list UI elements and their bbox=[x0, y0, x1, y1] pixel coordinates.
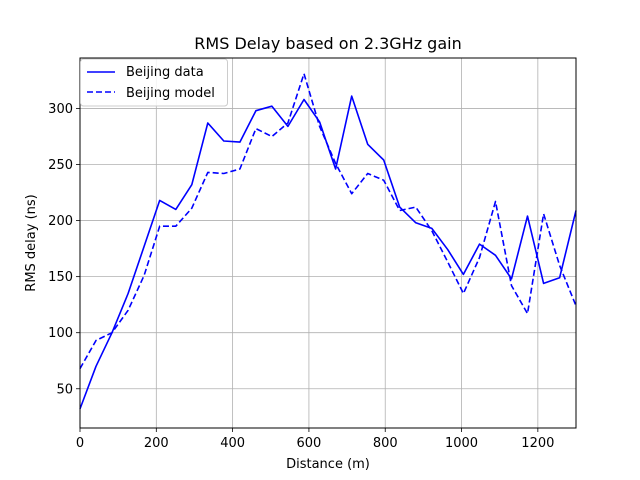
series-line-beijing-model bbox=[79, 72, 577, 369]
series-layer bbox=[79, 72, 577, 410]
legend: Beijing data Beijing model bbox=[80, 58, 228, 107]
x-axis-label: Distance (m) bbox=[286, 457, 370, 472]
x-tick-label: 1000 bbox=[445, 436, 478, 451]
x-tick-label: 400 bbox=[220, 436, 245, 451]
x-tick-label: 600 bbox=[297, 436, 322, 451]
x-tick-label: 200 bbox=[144, 436, 169, 451]
y-tick-label: 100 bbox=[48, 326, 73, 341]
legend-label-beijing-data: Beijing data bbox=[126, 65, 204, 80]
y-tick-label: 150 bbox=[48, 270, 73, 285]
x-tick-label: 800 bbox=[373, 436, 398, 451]
chart-title: RMS Delay based on 2.3GHz gain bbox=[194, 34, 461, 53]
x-tick-label: 1200 bbox=[521, 436, 554, 451]
legend-label-beijing-model: Beijing model bbox=[126, 86, 215, 101]
y-axis-label: RMS delay (ns) bbox=[24, 194, 39, 291]
plot-frame bbox=[79, 57, 577, 429]
y-tick-label: 50 bbox=[56, 382, 73, 397]
grid bbox=[79, 58, 576, 428]
ticks: 0 200 400 600 800 1000 1200 50 100 150 200 250 300 bbox=[48, 102, 554, 451]
y-tick-label: 250 bbox=[48, 158, 73, 173]
x-tick-label: 0 bbox=[76, 436, 84, 451]
y-tick-label: 300 bbox=[48, 102, 73, 117]
y-tick-label: 200 bbox=[48, 214, 73, 229]
legend-box bbox=[80, 58, 228, 107]
